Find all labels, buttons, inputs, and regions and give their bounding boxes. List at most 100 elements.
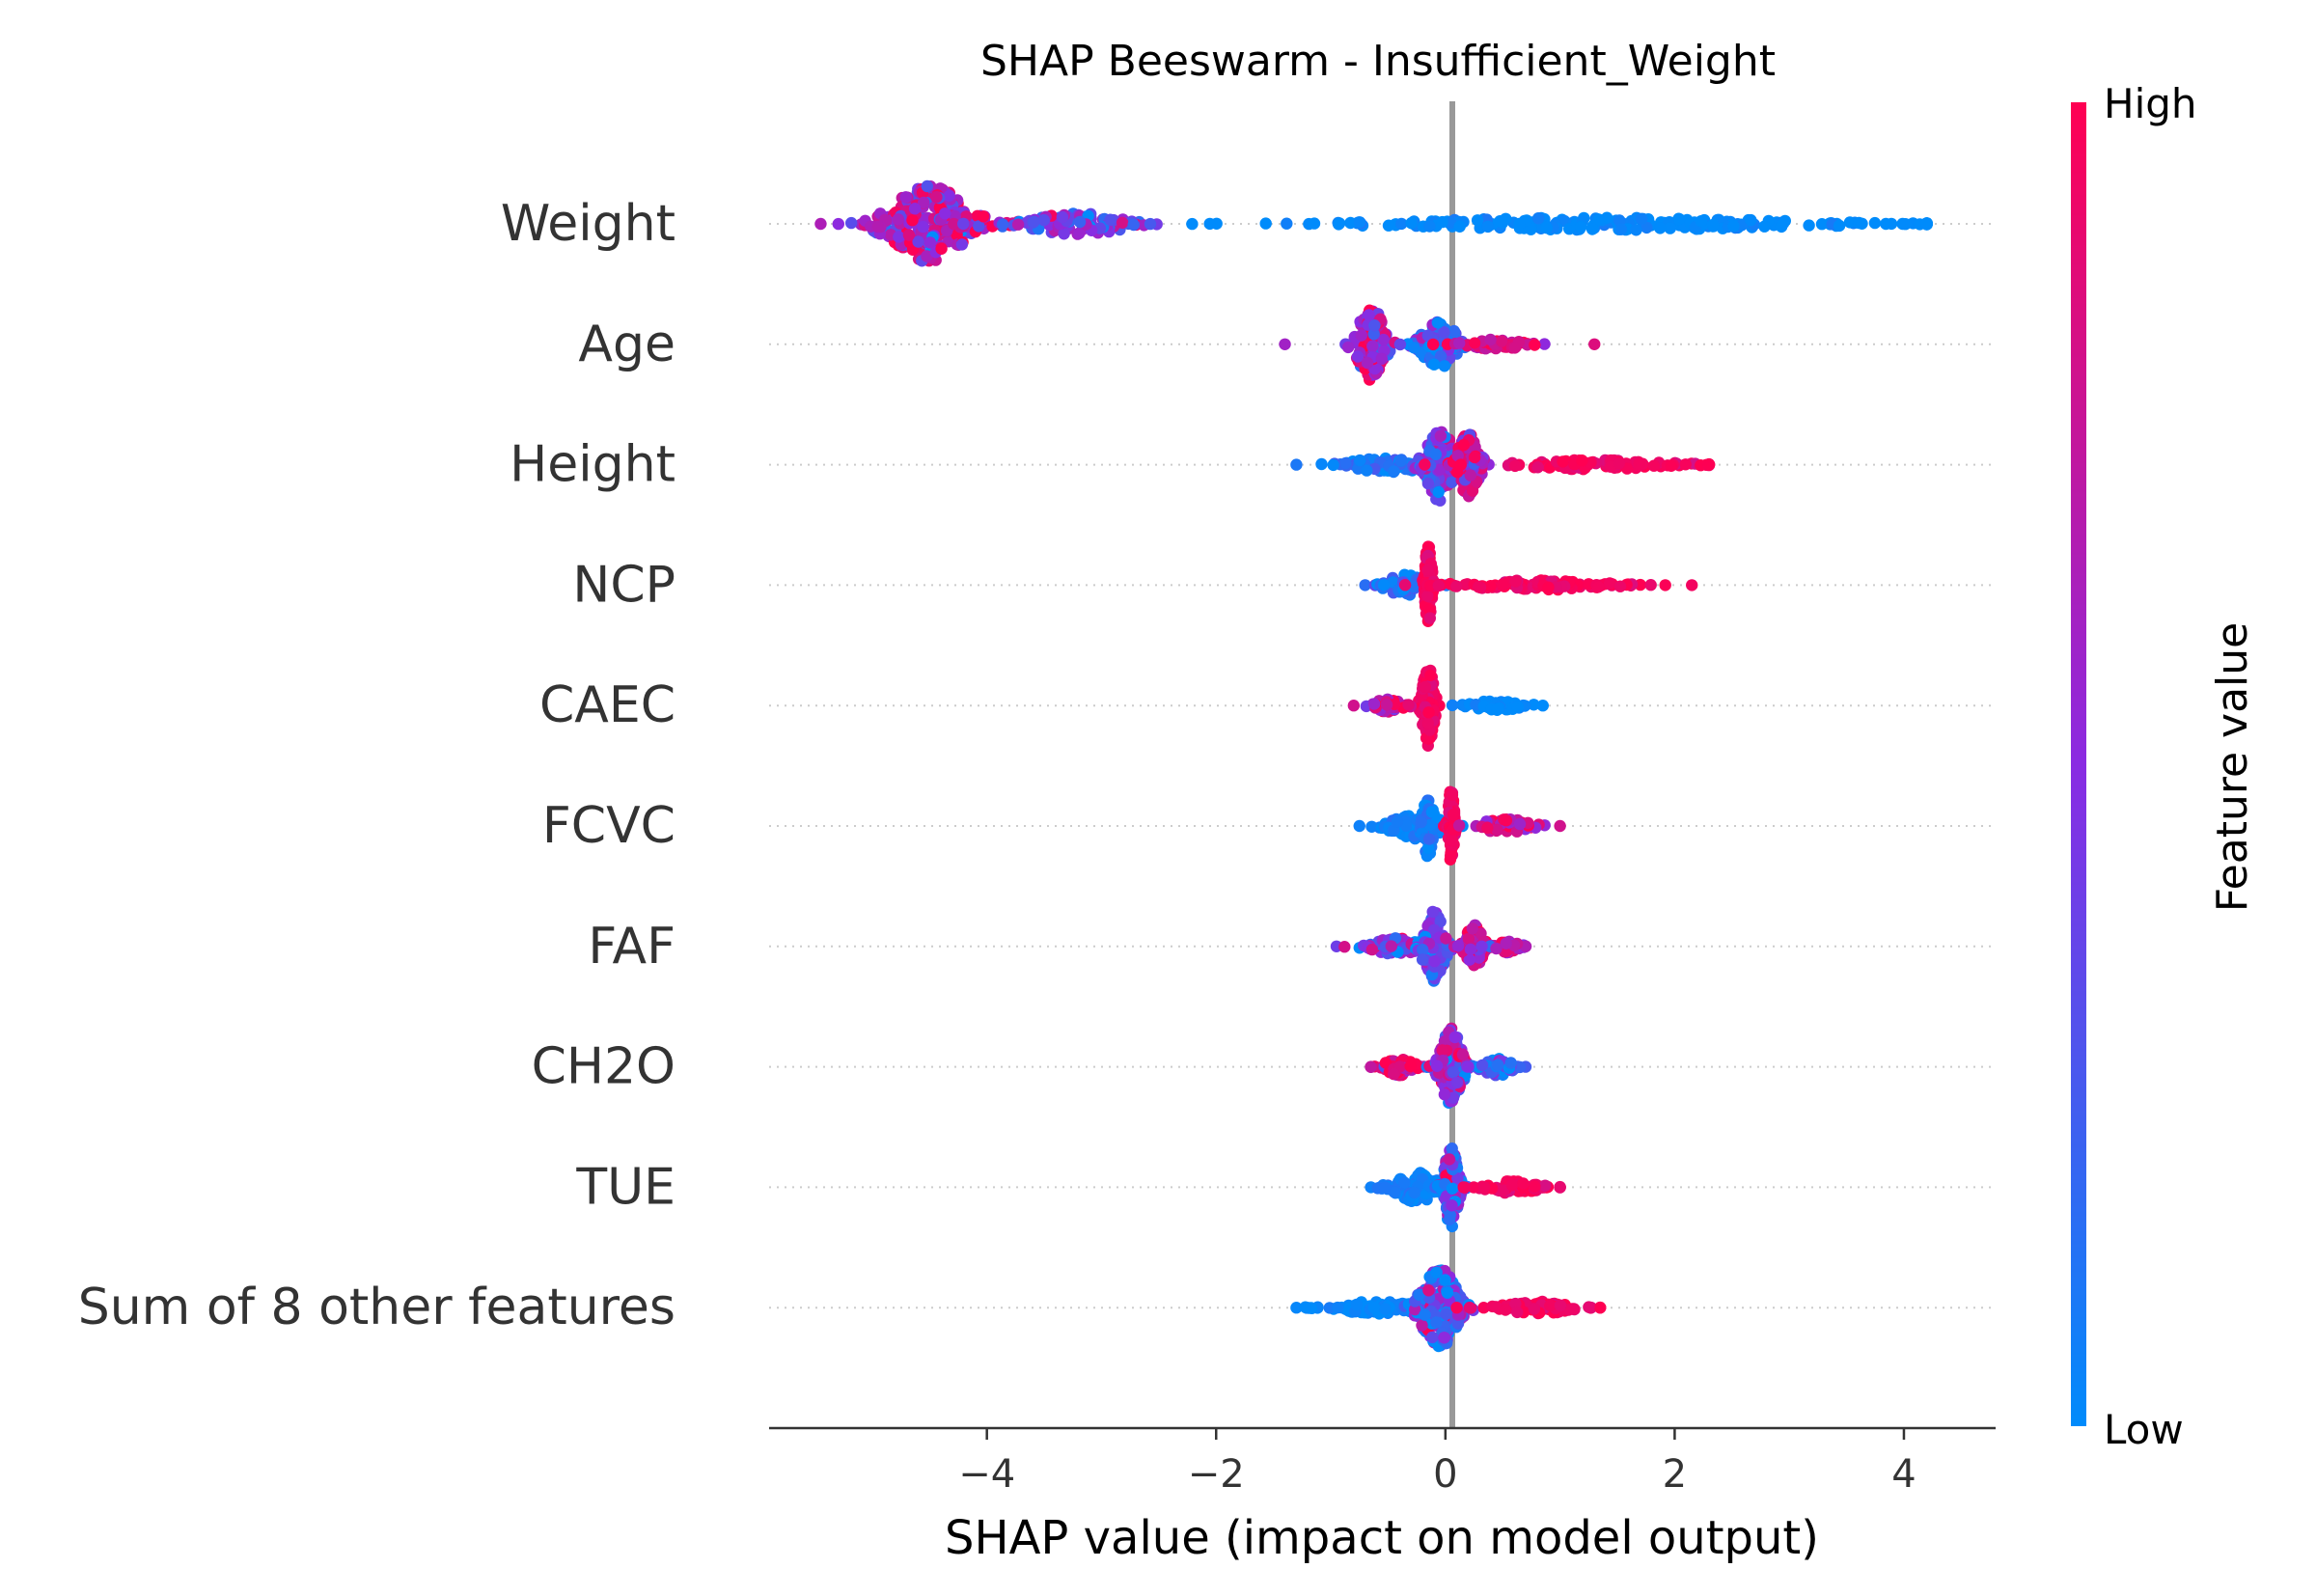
point: [1505, 1179, 1519, 1192]
point: [1477, 1181, 1491, 1194]
point: [948, 217, 960, 231]
point: [1509, 575, 1522, 588]
point: [1463, 953, 1476, 966]
point: [1490, 942, 1503, 955]
point: [1404, 1059, 1417, 1073]
feature-label: Sum of 8 other features: [78, 1279, 676, 1336]
point: [1339, 456, 1352, 470]
x-axis-ticks: −4 −2 0 2 4: [958, 1428, 1916, 1497]
point: [1432, 579, 1446, 592]
point: [1468, 1181, 1480, 1194]
x-axis-label: SHAP value (impact on model output): [945, 1511, 1819, 1565]
point: [1466, 484, 1479, 497]
point: [1880, 217, 1892, 231]
x-tick-label: −4: [958, 1452, 1015, 1497]
point: [1421, 841, 1435, 854]
point: [1511, 1306, 1524, 1319]
feature-label: Age: [578, 316, 676, 373]
point: [1186, 217, 1199, 231]
point: [1504, 1057, 1517, 1069]
point: [1415, 815, 1427, 829]
point: [1037, 213, 1051, 227]
point: [1388, 1067, 1400, 1081]
point: [1475, 940, 1488, 952]
point: [1500, 937, 1512, 949]
point: [1484, 580, 1497, 592]
point: [1434, 349, 1448, 363]
point: [921, 250, 933, 262]
feature-label: FAF: [588, 918, 676, 976]
point: [1529, 339, 1541, 351]
point: [1426, 1331, 1439, 1344]
point: [1413, 1288, 1426, 1301]
point: [1438, 1088, 1451, 1101]
point: [1446, 1199, 1458, 1212]
point: [1408, 1186, 1420, 1199]
point-min: [1290, 458, 1303, 471]
point-min: [1353, 819, 1365, 833]
point: [1468, 337, 1481, 349]
point-min: [1359, 579, 1371, 592]
point: [1425, 806, 1439, 818]
point: [1640, 221, 1653, 234]
point: [1672, 212, 1686, 226]
point: [1423, 220, 1436, 233]
point: [1430, 1059, 1444, 1072]
point: [1481, 220, 1495, 234]
feature-label: CAEC: [539, 676, 676, 734]
feature-label: Height: [510, 436, 676, 494]
point: [924, 236, 937, 249]
point: [1583, 1301, 1595, 1313]
point: [1531, 212, 1545, 225]
point: [1422, 1284, 1435, 1297]
point: [1445, 849, 1457, 863]
point: [1484, 333, 1497, 346]
point: [1434, 429, 1448, 442]
point: [1513, 1060, 1527, 1074]
point: [1856, 217, 1868, 230]
point: [1421, 564, 1434, 576]
point: [1281, 217, 1293, 230]
point: [1554, 1299, 1567, 1312]
feature-label: CH2O: [532, 1038, 676, 1096]
point: [1426, 905, 1439, 919]
point: [1361, 464, 1373, 477]
point: [1491, 823, 1503, 836]
point: [1695, 215, 1708, 228]
point: [1920, 217, 1933, 230]
point: [1144, 217, 1157, 231]
point: [1450, 1076, 1464, 1089]
point: [1438, 326, 1450, 339]
point: [1419, 1308, 1431, 1321]
point: [893, 231, 905, 243]
point: [977, 210, 990, 223]
point: [1899, 218, 1912, 231]
point: [1664, 222, 1676, 234]
point: [1450, 580, 1463, 592]
point: [902, 229, 916, 241]
point: [1408, 342, 1420, 354]
point: [1457, 438, 1471, 452]
point: [1745, 213, 1757, 227]
point: [1538, 338, 1551, 350]
point: [1511, 701, 1524, 714]
point: [1355, 329, 1368, 342]
point: [1481, 821, 1494, 835]
point: [1447, 808, 1460, 821]
point: [1438, 1332, 1450, 1344]
point: [1398, 579, 1412, 592]
point-min: [1290, 1302, 1303, 1314]
point: [1576, 454, 1588, 467]
point: [1539, 1179, 1552, 1192]
chart-title: SHAP Beeswarm - Insufficient_Weight: [980, 37, 1776, 86]
point: [1405, 217, 1418, 230]
point: [1430, 1266, 1443, 1279]
point: [1443, 1153, 1456, 1166]
point: [1453, 220, 1466, 233]
point: [1377, 579, 1391, 592]
point: [1462, 1060, 1475, 1073]
point: [1104, 213, 1117, 226]
point: [1379, 1057, 1392, 1069]
